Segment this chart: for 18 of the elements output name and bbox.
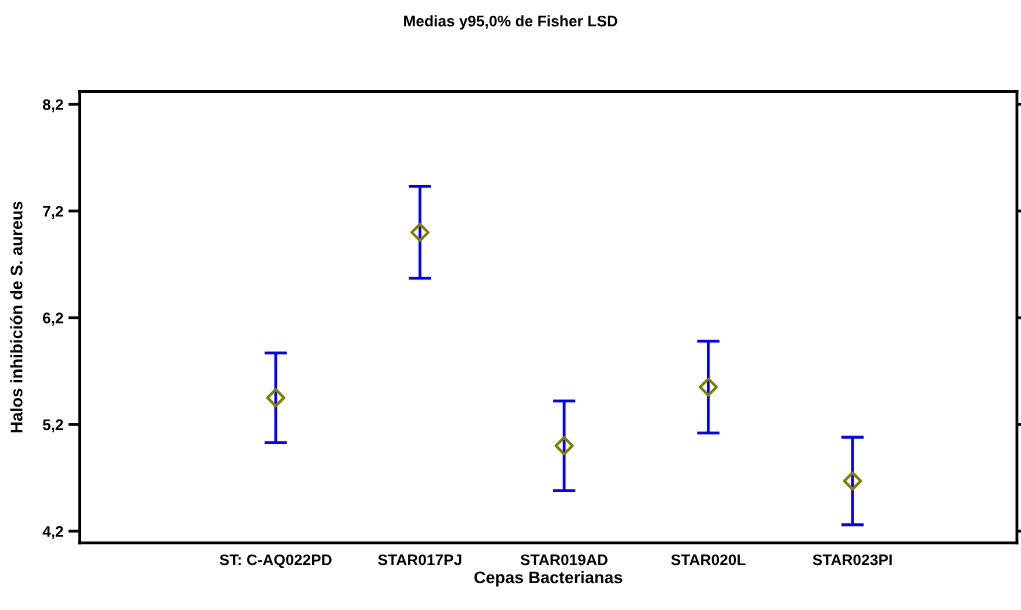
x-tick-label: ST: C-AQ022PD — [219, 554, 332, 569]
x-axis-title: Cepas Bacterianas — [474, 571, 623, 587]
y-axis-title: Halos inhibición de S. aureus — [10, 201, 23, 433]
x-tick-label: STAR020L — [671, 554, 746, 566]
x-tick-label: STAR019AD — [520, 554, 608, 566]
y-tick-label: 8,2 — [42, 99, 64, 113]
point — [410, 222, 430, 242]
chart-title: Medias y95,0% de Fisher LSD — [404, 15, 618, 30]
y-tick-label: 6,2 — [42, 312, 64, 326]
x-tick-label: STAR023PI — [812, 554, 892, 566]
y-tick-label: 5,2 — [42, 419, 64, 433]
point — [266, 388, 286, 408]
point — [842, 471, 863, 491]
y-tick-label: 4,2 — [42, 526, 64, 540]
x-tick-label: STAR017PJ — [378, 554, 462, 566]
y-tick-label: 7,2 — [43, 205, 64, 219]
point — [554, 436, 574, 456]
point — [698, 377, 718, 397]
